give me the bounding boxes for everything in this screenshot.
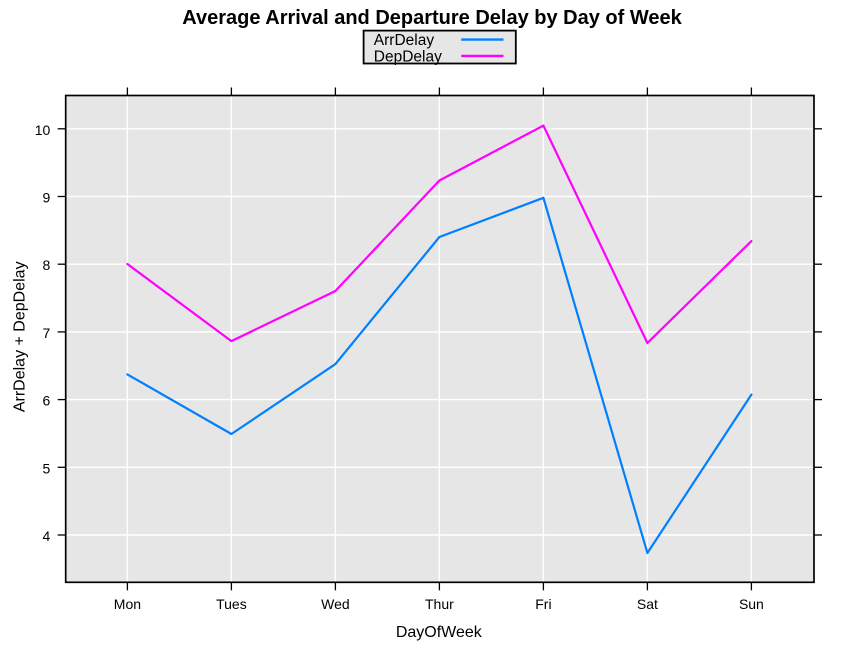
svg-text:Average Arrival and Departure: Average Arrival and Departure Delay by D… [182, 7, 682, 29]
svg-text:9: 9 [43, 190, 51, 206]
svg-text:ArrDelay: ArrDelay [374, 32, 435, 49]
svg-text:8: 8 [43, 257, 51, 273]
svg-text:DepDelay: DepDelay [374, 48, 442, 65]
svg-text:6: 6 [43, 393, 51, 409]
svg-text:Fri: Fri [535, 596, 551, 612]
svg-text:4: 4 [43, 528, 51, 544]
svg-text:ArrDelay + DepDelay: ArrDelay + DepDelay [12, 261, 29, 412]
svg-text:Sat: Sat [637, 596, 658, 612]
svg-text:5: 5 [43, 460, 51, 476]
svg-text:Sun: Sun [739, 596, 764, 612]
svg-text:Mon: Mon [114, 596, 141, 612]
svg-text:Tues: Tues [216, 596, 247, 612]
svg-text:7: 7 [43, 325, 51, 341]
svg-text:10: 10 [35, 122, 51, 138]
svg-text:Thur: Thur [425, 596, 454, 612]
svg-text:Wed: Wed [321, 596, 350, 612]
svg-text:DayOfWeek: DayOfWeek [396, 624, 483, 641]
